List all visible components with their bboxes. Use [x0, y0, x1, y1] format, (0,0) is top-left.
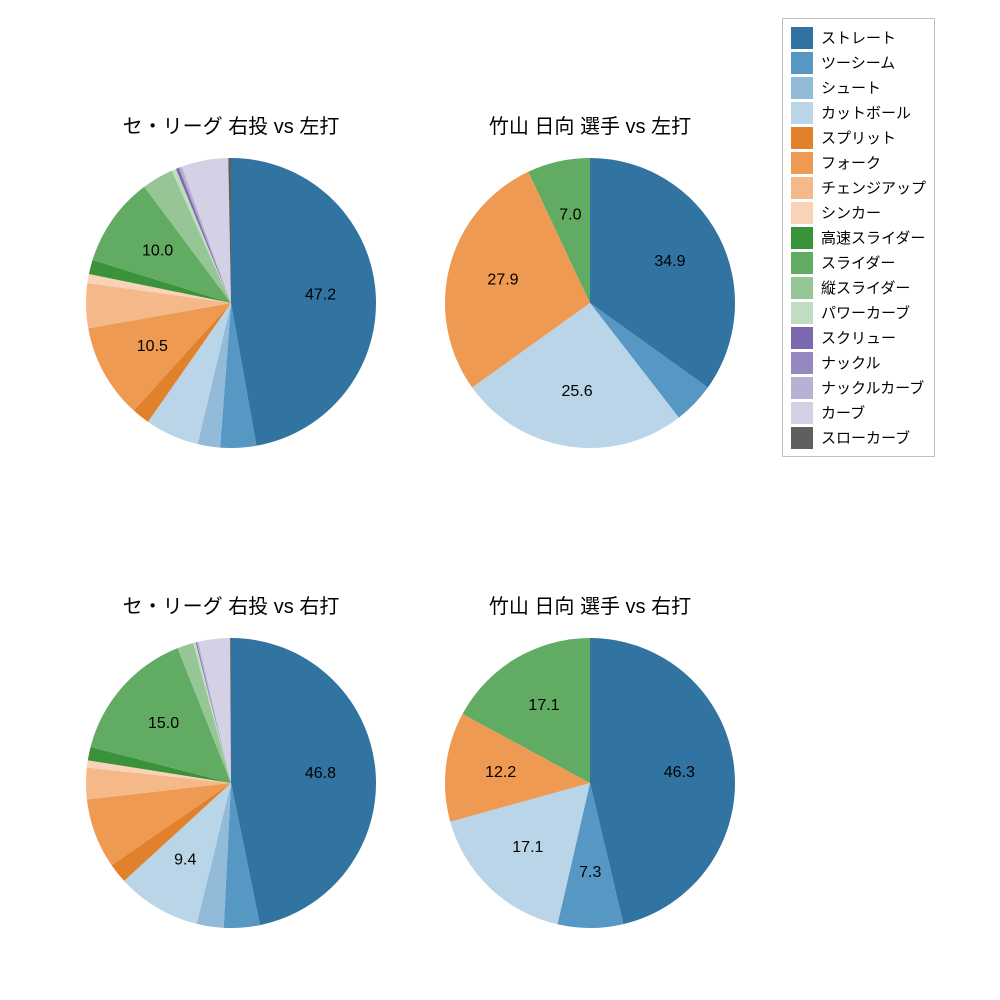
pie-slice-label: 7.0	[559, 206, 581, 223]
pie-slice-label: 10.5	[137, 338, 168, 355]
legend-item: ストレート	[791, 25, 926, 50]
legend-label: カットボール	[821, 102, 911, 123]
legend-item: スクリュー	[791, 325, 926, 350]
legend-label: ナックル	[821, 352, 881, 373]
pie-slice	[231, 638, 376, 925]
legend-item: パワーカーブ	[791, 300, 926, 325]
pie-slice-label: 46.8	[305, 765, 336, 782]
legend-swatch	[791, 127, 813, 149]
legend-swatch	[791, 277, 813, 299]
legend-item: スライダー	[791, 250, 926, 275]
legend-swatch	[791, 177, 813, 199]
pie-slice	[231, 158, 376, 446]
legend-item: フォーク	[791, 150, 926, 175]
legend-item: ナックル	[791, 350, 926, 375]
legend-swatch	[791, 427, 813, 449]
legend-item: シンカー	[791, 200, 926, 225]
legend-swatch	[791, 202, 813, 224]
pie-slice-label: 34.9	[654, 253, 685, 270]
legend-swatch	[791, 327, 813, 349]
pie-chart: 46.8 9.4 15.0	[46, 598, 416, 968]
pie-chart: 46.3 7.3 17.1 12.2 17.1	[405, 598, 775, 968]
legend-swatch	[791, 352, 813, 374]
pie-slice-label: 47.2	[305, 286, 336, 303]
pie-slice-label: 9.4	[174, 852, 196, 869]
legend-swatch	[791, 302, 813, 324]
legend-item: ナックルカーブ	[791, 375, 926, 400]
legend-swatch	[791, 27, 813, 49]
legend-item: スローカーブ	[791, 425, 926, 450]
pie-slice-label: 10.0	[142, 242, 173, 259]
legend-swatch	[791, 377, 813, 399]
legend-label: ナックルカーブ	[821, 377, 924, 398]
legend-item: チェンジアップ	[791, 175, 926, 200]
pie-slice-label: 12.2	[485, 764, 516, 781]
legend-swatch	[791, 152, 813, 174]
legend-label: 高速スライダー	[821, 227, 925, 248]
legend-label: ストレート	[821, 27, 896, 48]
pie-slice-label: 17.1	[528, 697, 559, 714]
legend-swatch	[791, 77, 813, 99]
pie-slice-label: 15.0	[148, 715, 179, 732]
pie-slice-label: 7.3	[579, 864, 601, 881]
legend-swatch	[791, 52, 813, 74]
legend-label: スクリュー	[821, 327, 896, 348]
legend-label: 縦スライダー	[821, 277, 910, 298]
legend: ストレートツーシームシュートカットボールスプリットフォークチェンジアップシンカー…	[782, 18, 935, 457]
legend-label: フォーク	[821, 152, 881, 173]
legend-swatch	[791, 227, 813, 249]
pie-slice-label: 25.6	[561, 383, 592, 400]
legend-label: ツーシーム	[821, 52, 895, 73]
pie-chart: 34.9 25.6 27.9 7.0	[405, 118, 775, 488]
legend-item: シュート	[791, 75, 926, 100]
legend-swatch	[791, 402, 813, 424]
pie-slice-label: 46.3	[664, 764, 695, 781]
legend-label: スライダー	[821, 252, 895, 273]
pie-slice-label: 27.9	[487, 272, 518, 289]
legend-item: ツーシーム	[791, 50, 926, 75]
legend-item: スプリット	[791, 125, 926, 150]
legend-item: 縦スライダー	[791, 275, 926, 300]
legend-label: シュート	[821, 77, 881, 98]
legend-label: カーブ	[821, 402, 865, 423]
pie-chart: 47.2 10.5 10.0	[46, 118, 416, 488]
legend-label: シンカー	[821, 202, 881, 223]
legend-item: 高速スライダー	[791, 225, 926, 250]
legend-label: パワーカーブ	[821, 302, 910, 323]
pie-slice-label: 17.1	[512, 839, 543, 856]
legend-swatch	[791, 252, 813, 274]
legend-item: カットボール	[791, 100, 926, 125]
legend-label: スローカーブ	[821, 427, 910, 448]
legend-item: カーブ	[791, 400, 926, 425]
legend-label: チェンジアップ	[821, 177, 926, 198]
legend-label: スプリット	[821, 127, 896, 148]
legend-swatch	[791, 102, 813, 124]
